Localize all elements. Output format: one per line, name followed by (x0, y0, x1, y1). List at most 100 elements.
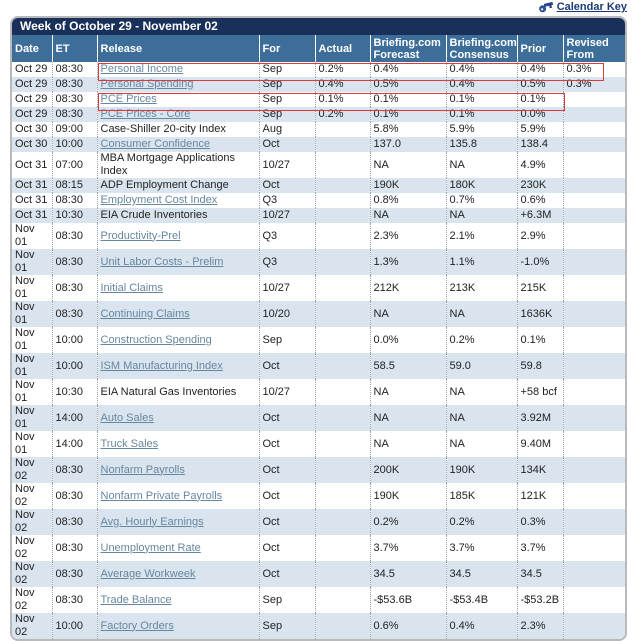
prior-cell: -$53.2B (516, 587, 563, 613)
consensus-cell: 180K (445, 178, 517, 193)
forecast-cell: 137.0 (369, 137, 446, 152)
release-link[interactable]: Construction Spending (100, 333, 212, 346)
for-cell: Oct (258, 431, 315, 457)
release-link[interactable]: Auto Sales (100, 411, 154, 424)
release-link[interactable]: ISM Manufacturing Index (100, 359, 223, 372)
prior-cell: 2.3% (516, 613, 563, 639)
revised-cell: 0.3% (562, 62, 625, 77)
for-cell: Oct (258, 561, 315, 587)
revised-cell (562, 405, 625, 431)
release-cell: Case-Shiller 20-city Index (96, 122, 259, 137)
et-cell: 08:30 (51, 587, 97, 613)
release-cell: Avg. Hourly Earnings (96, 509, 259, 535)
column-header-et: ET (51, 35, 97, 62)
release-link[interactable]: Nonfarm Payrolls (100, 463, 185, 476)
table-row: Nov 01 08:30 Initial Claims 10/27 212K 2… (12, 275, 625, 301)
release-cell: Continuing Claims (96, 301, 259, 327)
column-header-row: Date ET Release For Actual Briefing.com … (12, 35, 625, 62)
actual-cell (314, 327, 370, 353)
release-link[interactable]: Trade Balance (100, 593, 172, 606)
actual-cell (314, 223, 370, 249)
forecast-cell: 200K (369, 457, 446, 483)
actual-cell (314, 535, 370, 561)
table-row: Nov 02 08:30 Nonfarm Private Payrolls Oc… (12, 483, 625, 509)
release-link[interactable]: PCE Prices (100, 93, 157, 105)
et-cell: 08:30 (51, 483, 97, 509)
date-cell: Nov 01 (15, 405, 35, 430)
table-row: Nov 01 10:00 ISM Manufacturing Index Oct… (12, 353, 625, 379)
for-cell: Q3 (258, 249, 315, 275)
calendar-key-link[interactable]: Calendar Key (538, 1, 627, 14)
actual-cell: 0.1% (314, 92, 370, 107)
forecast-cell: 34.5 (369, 561, 446, 587)
et-cell: 10:00 (51, 327, 97, 353)
release-link[interactable]: Nonfarm Private Payrolls (100, 489, 223, 502)
prior-cell: 230K (516, 178, 563, 193)
consensus-cell: NA (445, 379, 517, 405)
release-cell: ADP Employment Change (96, 178, 259, 193)
et-cell: 08:15 (51, 178, 97, 193)
release-link[interactable]: Employment Cost Index (100, 194, 218, 206)
table-row: Nov 02 08:30 Avg. Hourly Earnings Oct 0.… (12, 509, 625, 535)
revised-cell (562, 208, 625, 223)
release-link[interactable]: Consumer Confidence (100, 138, 210, 150)
revised-cell (562, 275, 625, 301)
table-row: Oct 31 10:30 EIA Crude Inventories 10/27… (12, 208, 625, 223)
actual-cell (314, 249, 370, 275)
et-cell: 10:00 (51, 137, 97, 152)
for-cell: Oct (258, 509, 315, 535)
for-cell: 10/27 (258, 275, 315, 301)
release-text: EIA Crude Inventories (100, 209, 208, 221)
forecast-cell: 190K (369, 483, 446, 509)
release-text: EIA Natural Gas Inventories (100, 385, 237, 398)
et-cell: 08:30 (51, 249, 97, 275)
revised-cell (562, 137, 625, 152)
release-link[interactable]: Productivity-Prel (100, 229, 181, 242)
for-cell: Oct (258, 483, 315, 509)
release-link[interactable]: Unemployment Rate (100, 541, 201, 554)
et-cell: 10:00 (51, 613, 97, 639)
release-link[interactable]: Avg. Hourly Earnings (100, 515, 204, 528)
for-cell: Oct (258, 535, 315, 561)
release-cell: MBA Mortgage Applications Index (96, 152, 259, 178)
release-cell: Initial Claims (96, 275, 259, 301)
forecast-cell: NA (369, 301, 446, 327)
release-cell: Personal Income (96, 62, 259, 77)
release-cell: Consumer Confidence (96, 137, 259, 152)
forecast-cell: 0.1% (369, 92, 446, 107)
release-text: ADP Employment Change (100, 179, 229, 191)
release-link[interactable]: Personal Income (100, 63, 184, 75)
forecast-cell: 212K (369, 275, 446, 301)
et-cell: 08:30 (51, 77, 97, 92)
release-link[interactable]: Unit Labor Costs - Prelim (100, 255, 224, 268)
date-cell: Oct 30 (15, 138, 48, 150)
table-row: Nov 01 14:00 Auto Sales Oct NA NA 3.92M (12, 405, 625, 431)
date-cell: Nov 02 (15, 483, 35, 508)
release-link[interactable]: Factory Orders (100, 619, 174, 632)
forecast-cell: NA (369, 152, 446, 178)
table-row: Nov 02 08:30 Trade Balance Sep -$53.6B -… (12, 587, 625, 613)
consensus-cell: NA (445, 405, 517, 431)
release-link[interactable]: PCE Prices - Core (100, 108, 191, 120)
top-bar: Calendar Key (10, 1, 627, 14)
et-cell: 08:30 (51, 457, 97, 483)
consensus-cell: NA (445, 208, 517, 223)
table-row: Nov 01 08:30 Unit Labor Costs - Prelim Q… (12, 249, 625, 275)
release-link[interactable]: Truck Sales (100, 437, 159, 450)
release-link[interactable]: Average Workweek (100, 567, 196, 580)
table-row: Nov 01 10:30 EIA Natural Gas Inventories… (12, 379, 625, 405)
release-cell: Unit Labor Costs - Prelim (96, 249, 259, 275)
revised-cell (562, 92, 625, 107)
release-link[interactable]: Continuing Claims (100, 307, 190, 320)
revised-cell (562, 301, 625, 327)
actual-cell (314, 379, 370, 405)
actual-cell (314, 178, 370, 193)
prior-cell: +58 bcf (516, 379, 563, 405)
prior-cell: 0.1% (516, 92, 563, 107)
consensus-cell: 190K (445, 457, 517, 483)
revised-cell (562, 587, 625, 613)
release-link[interactable]: Initial Claims (100, 281, 163, 294)
release-cell: PCE Prices - Core (96, 107, 259, 122)
release-link[interactable]: Personal Spending (100, 78, 194, 90)
column-header-briefing-forecast: Briefing.com Forecast (369, 35, 446, 62)
